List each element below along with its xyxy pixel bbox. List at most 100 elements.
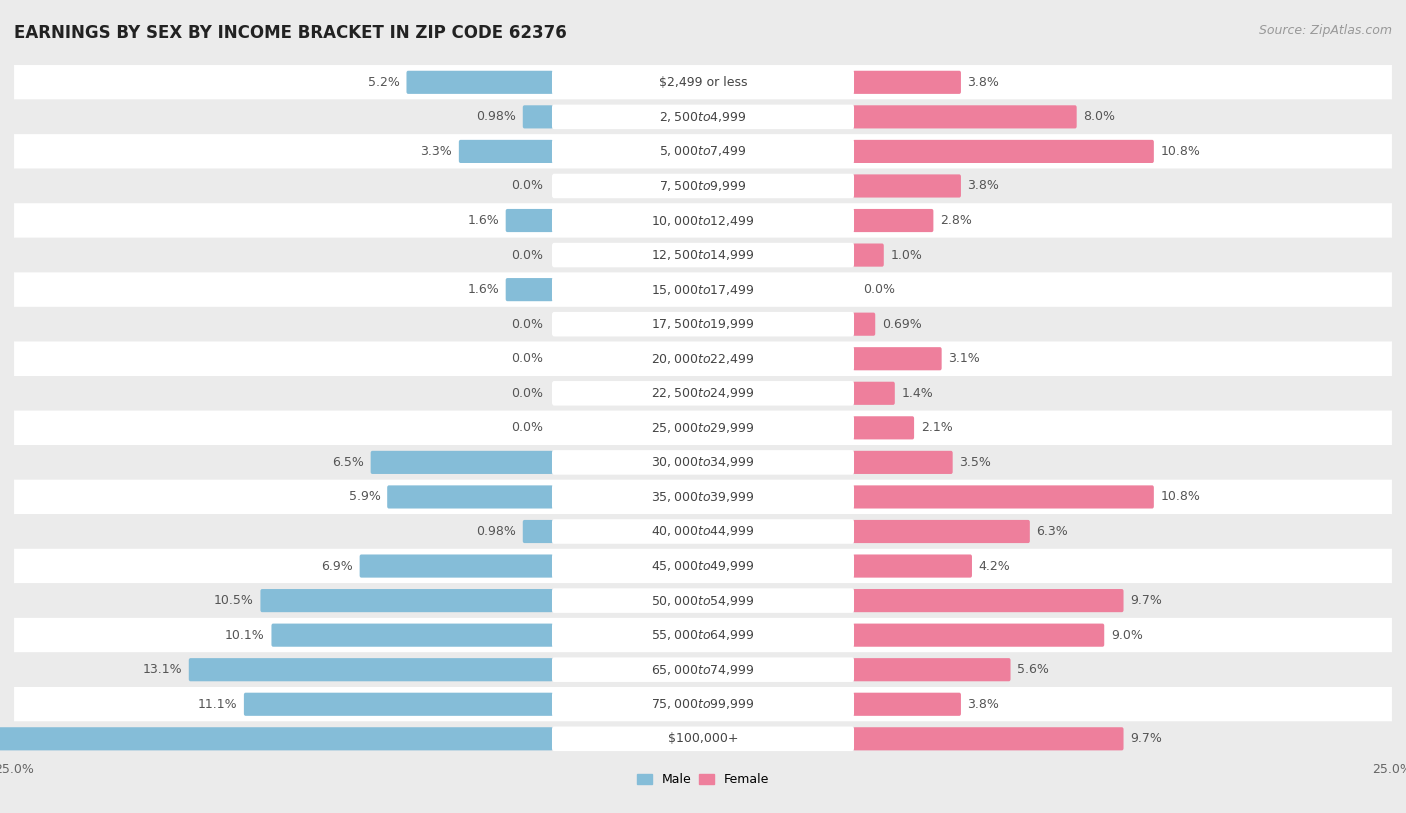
- FancyBboxPatch shape: [853, 313, 875, 336]
- FancyBboxPatch shape: [853, 485, 1154, 508]
- FancyBboxPatch shape: [523, 106, 553, 128]
- FancyBboxPatch shape: [553, 139, 853, 163]
- FancyBboxPatch shape: [506, 209, 553, 232]
- Text: 3.8%: 3.8%: [967, 698, 1000, 711]
- FancyBboxPatch shape: [853, 244, 884, 267]
- Text: 11.1%: 11.1%: [198, 698, 238, 711]
- Text: 10.1%: 10.1%: [225, 628, 264, 641]
- FancyBboxPatch shape: [553, 450, 853, 475]
- FancyBboxPatch shape: [553, 208, 853, 233]
- Text: 0.0%: 0.0%: [512, 249, 543, 262]
- Text: $45,000 to $49,999: $45,000 to $49,999: [651, 559, 755, 573]
- FancyBboxPatch shape: [553, 692, 853, 716]
- FancyBboxPatch shape: [260, 589, 553, 612]
- FancyBboxPatch shape: [14, 99, 1392, 134]
- Text: 3.1%: 3.1%: [948, 352, 980, 365]
- FancyBboxPatch shape: [553, 243, 853, 267]
- Text: 10.8%: 10.8%: [1160, 490, 1201, 503]
- Text: 0.0%: 0.0%: [512, 352, 543, 365]
- Text: 9.7%: 9.7%: [1130, 733, 1161, 746]
- Text: $15,000 to $17,499: $15,000 to $17,499: [651, 283, 755, 297]
- Text: 0.98%: 0.98%: [477, 525, 516, 538]
- Text: 5.2%: 5.2%: [368, 76, 399, 89]
- FancyBboxPatch shape: [406, 71, 553, 93]
- FancyBboxPatch shape: [14, 515, 1392, 549]
- Text: 0.0%: 0.0%: [512, 180, 543, 193]
- Text: 2.8%: 2.8%: [941, 214, 972, 227]
- Text: $12,500 to $14,999: $12,500 to $14,999: [651, 248, 755, 262]
- FancyBboxPatch shape: [553, 485, 853, 509]
- FancyBboxPatch shape: [853, 416, 914, 439]
- Text: $2,500 to $4,999: $2,500 to $4,999: [659, 110, 747, 124]
- Text: $2,499 or less: $2,499 or less: [659, 76, 747, 89]
- FancyBboxPatch shape: [853, 209, 934, 232]
- FancyBboxPatch shape: [553, 589, 853, 613]
- FancyBboxPatch shape: [387, 485, 553, 508]
- Text: Source: ZipAtlas.com: Source: ZipAtlas.com: [1258, 24, 1392, 37]
- Text: $55,000 to $64,999: $55,000 to $64,999: [651, 628, 755, 642]
- Text: 0.0%: 0.0%: [512, 387, 543, 400]
- Text: 1.6%: 1.6%: [467, 214, 499, 227]
- FancyBboxPatch shape: [853, 175, 960, 198]
- Text: EARNINGS BY SEX BY INCOME BRACKET IN ZIP CODE 62376: EARNINGS BY SEX BY INCOME BRACKET IN ZIP…: [14, 24, 567, 42]
- Text: 0.0%: 0.0%: [512, 421, 543, 434]
- Text: 0.0%: 0.0%: [863, 283, 894, 296]
- Text: $25,000 to $29,999: $25,000 to $29,999: [651, 421, 755, 435]
- FancyBboxPatch shape: [853, 71, 960, 93]
- FancyBboxPatch shape: [188, 659, 553, 681]
- Text: 6.9%: 6.9%: [321, 559, 353, 572]
- FancyBboxPatch shape: [853, 382, 894, 405]
- Text: 5.6%: 5.6%: [1017, 663, 1049, 676]
- FancyBboxPatch shape: [14, 722, 1392, 756]
- FancyBboxPatch shape: [360, 554, 553, 577]
- FancyBboxPatch shape: [14, 411, 1392, 446]
- FancyBboxPatch shape: [14, 584, 1392, 618]
- FancyBboxPatch shape: [14, 446, 1392, 480]
- Text: $65,000 to $74,999: $65,000 to $74,999: [651, 663, 755, 676]
- Text: $20,000 to $22,499: $20,000 to $22,499: [651, 352, 755, 366]
- Text: $17,500 to $19,999: $17,500 to $19,999: [651, 317, 755, 331]
- FancyBboxPatch shape: [458, 140, 553, 163]
- FancyBboxPatch shape: [14, 652, 1392, 687]
- Text: $75,000 to $99,999: $75,000 to $99,999: [651, 698, 755, 711]
- Text: 1.4%: 1.4%: [901, 387, 934, 400]
- Text: $22,500 to $24,999: $22,500 to $24,999: [651, 386, 755, 400]
- FancyBboxPatch shape: [14, 376, 1392, 411]
- FancyBboxPatch shape: [853, 728, 1123, 750]
- FancyBboxPatch shape: [14, 687, 1392, 722]
- FancyBboxPatch shape: [523, 520, 553, 543]
- Text: 8.0%: 8.0%: [1083, 111, 1115, 124]
- Text: 6.3%: 6.3%: [1036, 525, 1069, 538]
- Text: 3.5%: 3.5%: [959, 456, 991, 469]
- Text: $35,000 to $39,999: $35,000 to $39,999: [651, 490, 755, 504]
- FancyBboxPatch shape: [853, 693, 960, 715]
- FancyBboxPatch shape: [243, 693, 553, 715]
- Text: 10.8%: 10.8%: [1160, 145, 1201, 158]
- FancyBboxPatch shape: [853, 589, 1123, 612]
- FancyBboxPatch shape: [14, 237, 1392, 272]
- Text: 10.5%: 10.5%: [214, 594, 254, 607]
- Text: 9.0%: 9.0%: [1111, 628, 1143, 641]
- FancyBboxPatch shape: [271, 624, 553, 646]
- FancyBboxPatch shape: [853, 520, 1029, 543]
- FancyBboxPatch shape: [553, 346, 853, 371]
- Text: 0.0%: 0.0%: [512, 318, 543, 331]
- FancyBboxPatch shape: [553, 727, 853, 751]
- Text: $50,000 to $54,999: $50,000 to $54,999: [651, 593, 755, 607]
- FancyBboxPatch shape: [853, 554, 972, 577]
- FancyBboxPatch shape: [853, 106, 1077, 128]
- FancyBboxPatch shape: [14, 203, 1392, 237]
- FancyBboxPatch shape: [853, 451, 953, 474]
- FancyBboxPatch shape: [14, 134, 1392, 169]
- Text: 0.69%: 0.69%: [882, 318, 921, 331]
- FancyBboxPatch shape: [553, 70, 853, 94]
- FancyBboxPatch shape: [371, 451, 553, 474]
- FancyBboxPatch shape: [553, 658, 853, 682]
- FancyBboxPatch shape: [553, 381, 853, 406]
- Text: $10,000 to $12,499: $10,000 to $12,499: [651, 214, 755, 228]
- FancyBboxPatch shape: [853, 659, 1011, 681]
- FancyBboxPatch shape: [14, 341, 1392, 376]
- Text: 13.1%: 13.1%: [142, 663, 183, 676]
- FancyBboxPatch shape: [553, 554, 853, 578]
- FancyBboxPatch shape: [14, 549, 1392, 584]
